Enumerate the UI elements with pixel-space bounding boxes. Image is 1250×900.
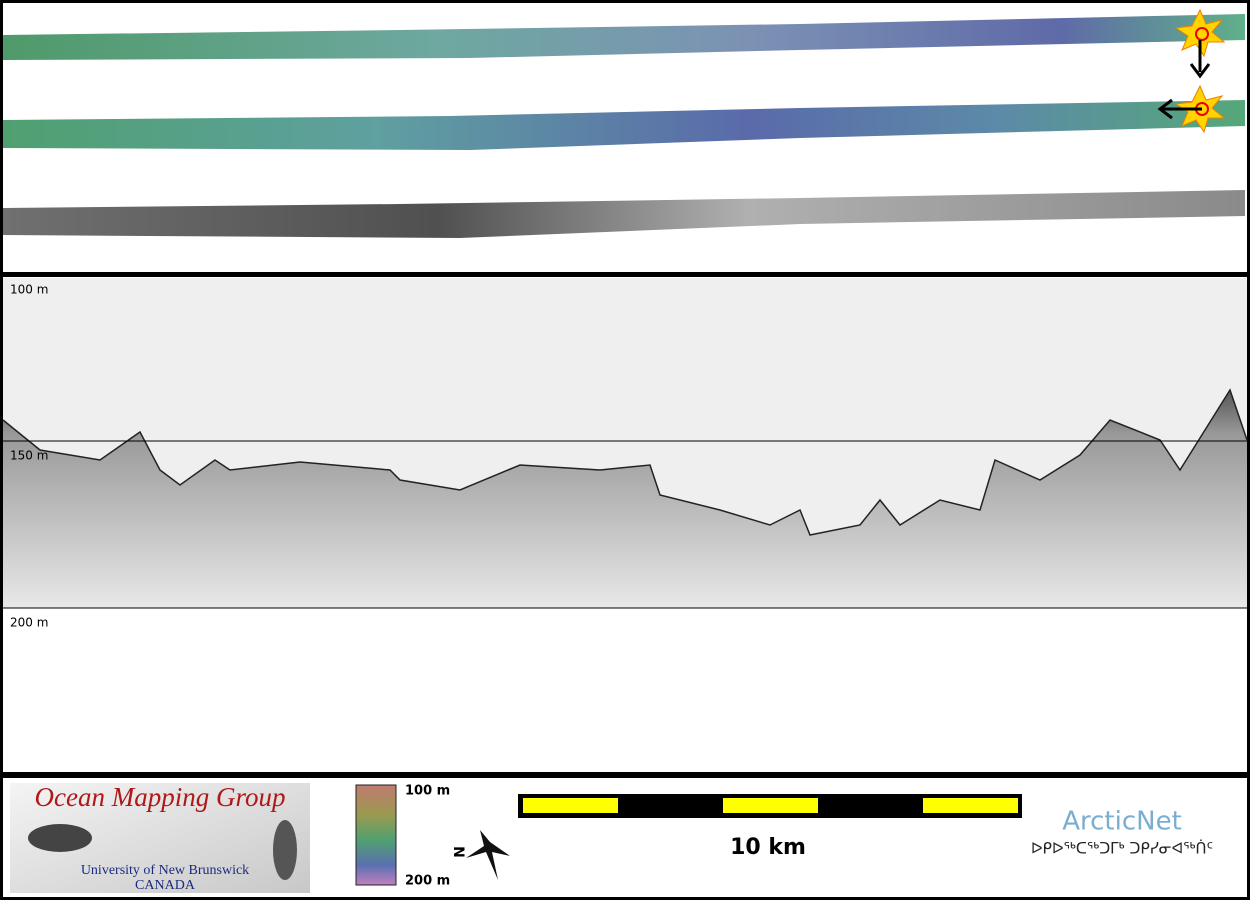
marker-top — [1174, 8, 1226, 58]
scale-label: 10 km — [730, 835, 806, 860]
scale-segment — [723, 798, 818, 813]
bathymetry-swath — [3, 14, 1245, 60]
logo-image — [273, 820, 297, 880]
logo-university: University of New Brunswick — [81, 863, 249, 878]
depth-label: 100 m — [10, 283, 48, 297]
colorbar-label: 100 m — [405, 784, 450, 799]
colorbar-label: 200 m — [405, 874, 450, 889]
bathymetry-swath — [3, 100, 1245, 150]
partner-name: ArcticNet — [1062, 807, 1182, 837]
logo-country: CANADA — [135, 878, 196, 893]
arrow-head — [1189, 63, 1211, 79]
logo-title: Ocean Mapping Group — [35, 782, 286, 812]
north-arrow — [466, 830, 510, 880]
depth-label: 150 m — [10, 449, 48, 463]
arrow-head — [1157, 98, 1173, 120]
depth-label: 200 m — [10, 616, 48, 630]
seabed-line — [2, 388, 1248, 536]
partner-syllabics: ᐅᑭᐅᖅᑕᖅᑐᒥᒃ ᑐᑭᓯᓂᐊᖅᑏᑦ — [1031, 840, 1213, 858]
scale-segment — [923, 798, 1018, 813]
scale-segment — [523, 798, 618, 813]
seabed-reflection — [3, 390, 1247, 608]
logo-image — [28, 824, 92, 852]
colorbar — [355, 784, 397, 886]
north-label: N — [450, 846, 466, 858]
backscatter-swath — [3, 190, 1245, 238]
